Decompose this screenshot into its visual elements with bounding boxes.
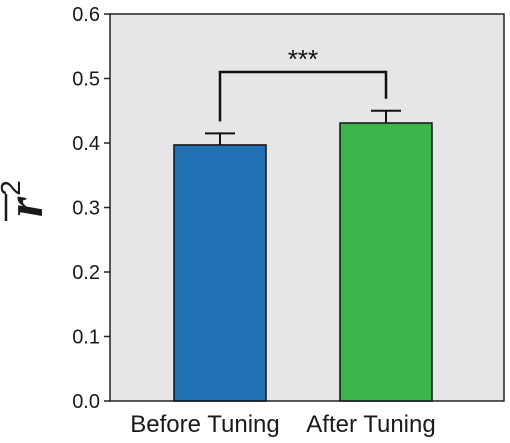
significance-label: *** xyxy=(288,44,318,74)
y-axis-label-base: r xyxy=(0,196,54,217)
y-tick-label: 0.3 xyxy=(72,198,100,220)
y-axis-label-superscript: 2 xyxy=(0,180,26,196)
significance-bracket: *** xyxy=(218,44,388,122)
bar-after-tuning xyxy=(339,122,433,402)
y-tick-label: 0.4 xyxy=(72,133,100,155)
bar-before-tuning xyxy=(173,144,267,402)
significance-bracket-line xyxy=(218,70,388,122)
y-axis-ticks: 0.0 0.1 0.2 0.3 0.4 0.5 0.6 xyxy=(72,4,110,413)
x-axis-labels: Before Tuning After Tuning xyxy=(130,411,435,438)
x-category-label: Before Tuning xyxy=(130,411,279,438)
x-category-label: After Tuning xyxy=(306,411,435,438)
y-axis-label: r 2 xyxy=(0,180,54,221)
y-tick-label: 0.1 xyxy=(72,327,100,349)
y-tick-label: 0.6 xyxy=(72,4,100,26)
y-tick-label: 0.2 xyxy=(72,262,100,284)
y-tick-label: 0.5 xyxy=(72,69,100,91)
y-tick-label: 0.0 xyxy=(72,391,100,413)
bars xyxy=(173,109,433,402)
